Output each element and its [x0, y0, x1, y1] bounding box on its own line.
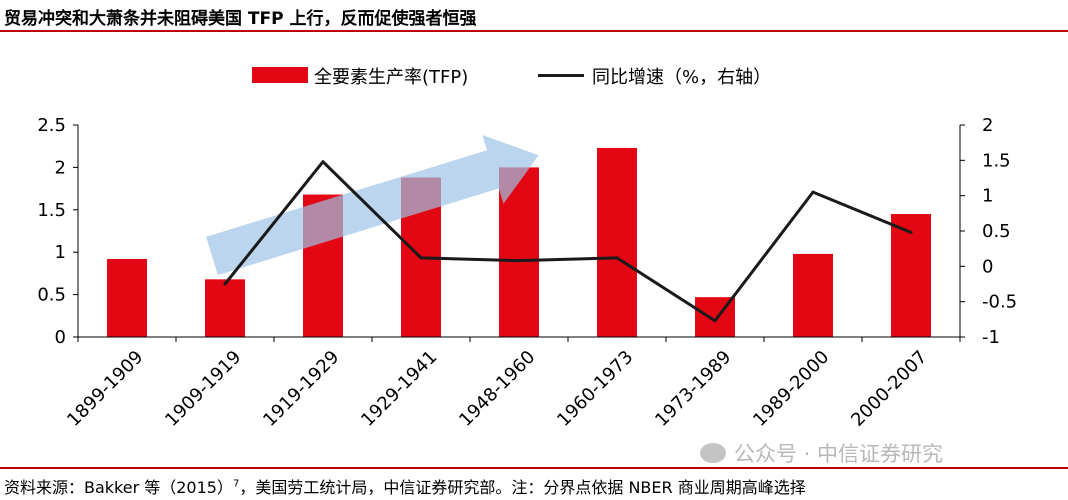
y-right-tick-label: 0 — [982, 256, 993, 277]
page-title: 贸易冲突和大萧条并未阻碍美国 TFP 上行，反而促使强者恒强 — [4, 9, 477, 29]
y-left-tick-label: 0 — [55, 327, 66, 348]
source-prefix: 资料来源：Bakker 等（2015） — [4, 478, 233, 497]
y-left-tick-label: 2.5 — [37, 115, 66, 136]
x-tick-label: 1929-1941 — [357, 347, 441, 431]
growth-point-1960-1973 — [615, 256, 619, 260]
y-left-tick-label: 1.5 — [37, 200, 66, 221]
y-right-tick-label: 1.5 — [982, 150, 1011, 171]
legend-line-label: 同比增速（%，右轴） — [592, 67, 772, 88]
bar-2000-2007 — [891, 214, 931, 337]
y-right-tick-label: 2 — [982, 115, 993, 136]
x-tick-label: 1960-1973 — [553, 347, 637, 431]
watermark: 公众号 · 中信证券研究 — [700, 438, 943, 468]
growth-point-2000-2007 — [909, 230, 913, 234]
bar-1909-1919 — [205, 279, 245, 337]
legend-line-swatch — [538, 74, 584, 77]
title-divider — [0, 30, 1068, 32]
wechat-icon — [700, 443, 726, 463]
x-tick-label: 1989-2000 — [749, 347, 833, 431]
growth-point-1989-2000 — [811, 190, 815, 194]
legend-bar-label: 全要素生产率(TFP) — [314, 67, 469, 88]
bar-1989-2000 — [793, 253, 833, 337]
trend-arrow — [206, 134, 539, 276]
bar-1960-1973 — [597, 147, 637, 337]
watermark-text: 公众号 · 中信证券研究 — [734, 442, 944, 466]
y-left-tick-label: 2 — [55, 157, 66, 178]
growth-point-1948-1960 — [517, 259, 521, 263]
legend-bar-swatch — [252, 67, 308, 83]
y-right-tick-label: -0.5 — [982, 292, 1017, 313]
source-divider — [0, 467, 1068, 469]
x-tick-label: 1909-1919 — [161, 347, 245, 431]
growth-point-1919-1929 — [321, 160, 325, 164]
growth-line — [223, 160, 912, 323]
x-tick-label: 1973-1989 — [651, 347, 735, 431]
source-note: 资料来源：Bakker 等（2015）7，美国劳工统计局，中信证券研究部。注：分… — [4, 474, 806, 498]
x-tick-label: 1948-1960 — [455, 347, 539, 431]
x-tick-label: 2000-2007 — [847, 347, 931, 431]
y-right-tick-label: 1 — [982, 186, 993, 207]
growth-point-1973-1989 — [713, 319, 717, 323]
y-left-tick-label: 1 — [55, 242, 66, 263]
growth-point-1929-1941 — [419, 256, 423, 260]
y-right-tick-label: -1 — [982, 327, 1000, 348]
source-footnote-ref: 7 — [232, 478, 240, 490]
growth-point-1909-1919 — [223, 282, 227, 286]
x-tick-label: 1919-1929 — [259, 347, 343, 431]
source-suffix: ，美国劳工统计局，中信证券研究部。注：分界点依据 NBER 商业周期高峰选择 — [239, 478, 806, 497]
bar-1899-1909 — [107, 258, 147, 337]
x-tick-label: 1899-1909 — [63, 347, 147, 431]
y-right-tick-label: 0.5 — [982, 221, 1011, 242]
y-left-tick-label: 0.5 — [37, 285, 66, 306]
